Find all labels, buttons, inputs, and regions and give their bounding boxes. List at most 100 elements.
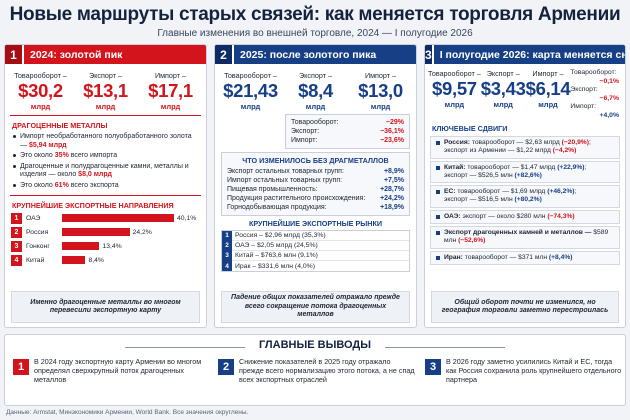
shift-text: экспорт из Армении — $1,22 млрд [444,147,553,155]
kpi-value: $9,57 [432,78,477,99]
conclusion-text: В 2026 году заметно усилились Китай и ЕС… [446,357,622,384]
market-text: Россия – $2,96 млрд (35,3%) [235,232,326,239]
change-value: −36,1% [380,128,404,135]
destination-bar [62,228,130,236]
shift-text: товарооборот — $1,69 млрд [455,188,548,196]
metals-text: Драгоценные и полудрагоценные камни, мет… [20,162,189,179]
shift-text: товарооборот — $371 млн [462,253,549,261]
change-label: Импорт: [570,103,597,110]
kpi-import: Импорт – $17,1 млрд [138,71,203,111]
without-metals-title: ЧТО ИЗМЕНИЛОСЬ БЕЗ ДРАГМЕТАЛЛОВ [242,156,389,165]
kpi-value: $3,43 [480,78,526,99]
destination-name: ОАЭ [26,214,41,222]
kpi-value: $17,1 [148,80,193,101]
metals-item: Это около 35% всего импорта [5,151,206,162]
destination-value: 24,2% [132,228,152,236]
kpi-row: Товарооборот – $30,2 млрд Экспорт – $13,1 мл… [5,71,206,111]
kpi-label: Экспорт – [89,71,122,80]
shift-text: $589 млн [444,229,609,245]
change-value: −0,1% [599,77,619,85]
without-metals-label: Горнодобывающая продукция: [227,204,327,211]
kpi-unit: млрд [95,102,116,111]
destination-value: 13,4% [102,242,122,250]
section-2025: 2 2025: после золотого пика Товарооборот… [214,44,417,328]
kpi-label: Экспорт – [486,69,520,78]
conclusion-text: Снижение показателей в 2025 году отражал… [239,357,415,384]
shift-item: Китай: товарооборот — $1,47 млрд (+22,9%… [430,160,620,184]
shift-text: товарооборот — $2,63 млрд [469,139,562,146]
change-row: Товарооборот: −29% [291,118,404,127]
shift-text: ; [584,163,587,171]
market-rank: 2 [222,240,232,251]
shift-change: (−4,2%) [552,147,577,155]
destinations-chart: 1 ОАЭ 40,1% 2 Россия 24,2% 3 Гонконг 13,4% 4 Китай… [5,212,206,266]
kpi-unit: млрд [240,102,261,111]
without-metals-row: Импорт остальных товарных групп: +7,5% [227,176,404,185]
change-value: +4,0% [599,111,619,119]
kpi-label: Импорт – [154,71,187,80]
market-row: 2 ОАЭ – $2,05 млрд (24,5%) [222,240,409,251]
conclusions-title: ГЛАВНЫЕ ВЫВОДЫ [258,339,372,351]
metals-text: Импорт необработанного полуобработанного… [20,133,192,149]
section-note: Общий оборот почти не изменился, но геог… [431,291,619,323]
destination-rank: 2 [11,226,22,238]
shift-text: товарооборот — $1,47 млрд [465,163,558,171]
conclusion-number: 1 [13,359,29,375]
destination-rank: 1 [11,212,22,224]
without-metals-label: Пищевая промышленность: [227,186,318,193]
shift-item: Экспорт драгоценных камней и металлов — … [430,226,620,249]
section-header: 3 I полугодие 2026: карта меняется снова [425,45,625,64]
destination-name: Китай [26,256,45,264]
destination-bar [62,214,174,222]
page-title: Новые маршруты старых связей: как меняет… [9,4,621,25]
section-2026: 3 I полугодие 2026: карта меняется снова… [424,44,626,328]
kpi-label: Импорт – [532,69,564,78]
shifts-title: КЛЮЧЕВЫЕ СДВИГИ [432,124,508,133]
without-metals-value: +24,2% [380,195,404,202]
divider [125,347,245,348]
without-metals-value: +7,5% [383,177,404,184]
section-2024: 1 2024: золотой пик Товарооборот – $30,2 м… [4,44,207,328]
metals-item: Драгоценные и полудрагоценные камни, мет… [5,162,206,181]
destination-row: 1 ОАЭ 40,1% [11,212,200,224]
page-subtitle: Главные изменения во внешней торговле, 2… [157,28,473,39]
shift-text: экспорт — $516,5 млн [444,196,515,204]
shift-text: экспорт — $526,5 млн [444,171,515,179]
destination-name: Россия [26,228,49,236]
change-label: Экспорт: [291,128,320,135]
metals-text: Это около [20,181,55,189]
divider [10,195,201,196]
change-label: Товарооборот: [291,119,339,126]
metals-tail: всего экспорта [68,181,119,189]
section-number: 1 [5,45,24,64]
conclusions-panel: ГЛАВНЫЕ ВЫВОДЫ 1 В 2024 году экспортную к… [4,334,626,406]
shift-item: Иран: товарооборот — $371 млн (+8,4%) [430,250,620,265]
destination-value: 40,1% [177,214,197,222]
without-metals-label: Продукция растительного происхождения: [227,195,366,202]
destinations-title: КРУПНЕЙШИЕ ЭКСПОРТНЫЕ НАПРАВЛЕНИЯ [12,201,174,210]
section-header: 1 2024: золотой пик [5,45,206,64]
kpi-unit: млрд [493,100,513,109]
markets-list: 1 Россия – $2,96 млрд (35,3%) 2 ОАЭ – $2,0… [221,230,410,272]
section-note: Именно драгоценные металлы во многом пер… [11,291,200,323]
conclusion-item: 3 В 2026 году заметно усилились Китай и Е… [425,357,623,401]
without-metals-label: Экспорт остальных товарных групп: [227,168,344,175]
kpi-label: Экспорт – [299,71,332,80]
kpi-value: $21,43 [223,80,278,101]
shift-change: (−74,3%) [547,212,575,220]
shift-item: ЕС: товарооборот — $1,69 млрд (+46,2%); э… [430,185,620,208]
conclusion-number: 3 [425,359,441,375]
change-value: −29% [385,119,404,126]
shift-change: (−52,6%) [458,237,486,245]
kpi-turnover: Товарооборот – $9,57 млрд [428,69,481,120]
metals-title: ДРАГОЦЕННЫЕ МЕТАЛЛЫ [12,121,108,130]
destination-name: Гонконг [26,242,50,250]
change-box: Товарооборот: −29% Экспорт: −36,1% Импорт:… [285,114,410,149]
kpi-label: Товарооборот – [14,71,67,80]
kpi-unit: млрд [444,100,465,109]
kpi-turnover: Товарооборот – $21,43 млрд [218,71,283,111]
conclusion-item: 2 Снижение показателей в 2025 году отража… [218,357,416,401]
shift-country: Китай: [444,163,466,171]
market-row: 1 Россия – $2,96 млрд (35,3%) [222,230,409,241]
destination-row: 2 Россия 24,2% [11,226,200,238]
